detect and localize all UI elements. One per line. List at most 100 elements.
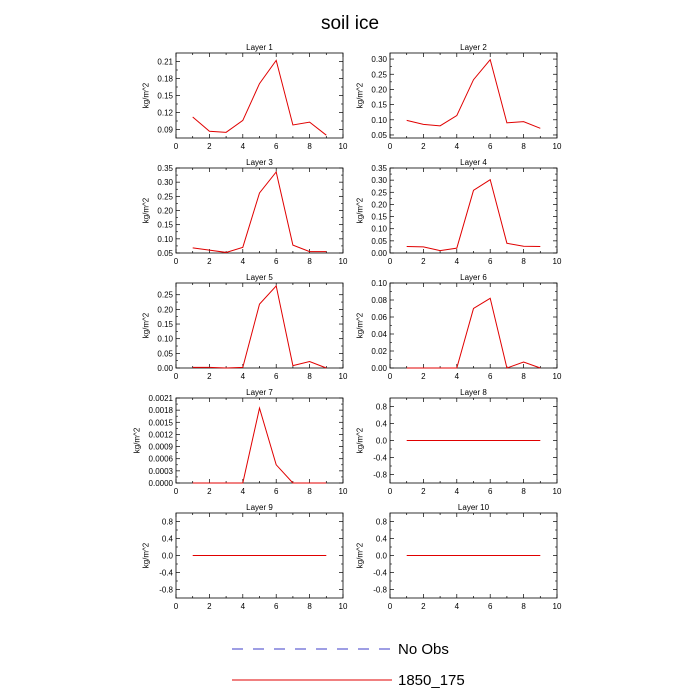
y-tick-label: 0.20 bbox=[157, 207, 173, 216]
y-tick-label: 0.0009 bbox=[149, 443, 174, 452]
x-tick-label: 10 bbox=[339, 602, 348, 611]
x-tick-label: 0 bbox=[388, 257, 393, 266]
plot-frame bbox=[175, 397, 344, 484]
y-tick-label: 0.25 bbox=[371, 188, 387, 197]
x-tick-label: 8 bbox=[521, 142, 526, 151]
y-tick-label: -0.4 bbox=[159, 569, 173, 578]
y-tick-label: 0.15 bbox=[157, 92, 173, 101]
x-tick-label: 8 bbox=[521, 487, 526, 496]
y-axis-label: kg/m^2 bbox=[142, 542, 151, 568]
x-tick-label: 0 bbox=[388, 487, 393, 496]
y-axis-label: kg/m^2 bbox=[142, 312, 151, 338]
series-line-1850-175 bbox=[406, 297, 541, 369]
y-tick-label: -0.8 bbox=[373, 586, 387, 595]
y-tick-label: 0.08 bbox=[371, 296, 387, 305]
panel-title: Layer 1 bbox=[246, 43, 273, 52]
y-tick-label: 0.20 bbox=[157, 305, 173, 314]
x-tick-label: 6 bbox=[274, 142, 279, 151]
y-tick-label: 0.20 bbox=[371, 200, 387, 209]
x-tick-label: 6 bbox=[274, 372, 279, 381]
y-tick-label: -0.4 bbox=[373, 569, 387, 578]
panel-layer-7: Layer 7 0 2 4 6 8 10 0.0000 0.0003 0.0006 0.0009 0.… bbox=[132, 388, 348, 496]
y-axis-label: kg/m^2 bbox=[132, 427, 141, 453]
x-tick-label: 4 bbox=[455, 487, 460, 496]
panel-title: Layer 2 bbox=[460, 43, 487, 52]
x-tick-label: 8 bbox=[521, 257, 526, 266]
y-tick-label: 0.0015 bbox=[149, 418, 174, 427]
x-tick-label: 10 bbox=[553, 372, 562, 381]
y-tick-label: 0.05 bbox=[157, 249, 173, 258]
panel-title: Layer 7 bbox=[246, 388, 273, 397]
y-axis-label: kg/m^2 bbox=[356, 427, 365, 453]
panel-layer-2: Layer 2 0 2 4 6 8 10 0.05 0.10 0.15 0.20 0.25 0.30 kg… bbox=[356, 43, 562, 151]
y-tick-label: 0.18 bbox=[157, 75, 173, 84]
y-tick-label: 0.30 bbox=[157, 178, 173, 187]
x-tick-label: 2 bbox=[421, 372, 426, 381]
x-tick-label: 10 bbox=[339, 257, 348, 266]
y-tick-label: 0.0000 bbox=[149, 479, 174, 488]
y-tick-label: 0.10 bbox=[371, 279, 387, 288]
x-tick-label: 6 bbox=[488, 257, 493, 266]
y-tick-label: 0.00 bbox=[371, 249, 387, 258]
y-tick-label: 0.4 bbox=[162, 535, 174, 544]
panel-title: Layer 8 bbox=[460, 388, 487, 397]
x-tick-label: 0 bbox=[174, 257, 179, 266]
x-tick-label: 0 bbox=[388, 142, 393, 151]
y-tick-label: 0.20 bbox=[371, 85, 387, 94]
y-axis-label: kg/m^2 bbox=[142, 82, 151, 108]
x-tick-label: 2 bbox=[421, 602, 426, 611]
y-axis-label: kg/m^2 bbox=[356, 542, 365, 568]
y-tick-label: 0.10 bbox=[157, 335, 173, 344]
y-tick-label: 0.06 bbox=[371, 313, 387, 322]
panels-group: Layer 10 2 4 6 8 100.090.120.150.180.21kg/m^2… bbox=[132, 43, 562, 611]
y-axis-label: kg/m^2 bbox=[356, 82, 365, 108]
series-line-1850-175 bbox=[192, 170, 327, 253]
series-line-1850-175 bbox=[406, 178, 541, 252]
y-tick-label: 0.15 bbox=[371, 101, 387, 110]
x-tick-label: 6 bbox=[488, 602, 493, 611]
x-tick-label: 8 bbox=[521, 602, 526, 611]
x-tick-label: 6 bbox=[488, 372, 493, 381]
plot-frame bbox=[175, 282, 344, 369]
y-tick-label: 0.30 bbox=[371, 176, 387, 185]
x-tick-label: 4 bbox=[455, 142, 460, 151]
y-tick-label: 0.05 bbox=[157, 349, 173, 358]
y-tick-label: 0.0006 bbox=[149, 455, 174, 464]
x-tick-label: 4 bbox=[241, 257, 246, 266]
x-tick-label: 0 bbox=[174, 602, 179, 611]
x-tick-label: 10 bbox=[553, 142, 562, 151]
panel-title: Layer 4 bbox=[460, 158, 487, 167]
y-axis-label: kg/m^2 bbox=[356, 312, 365, 338]
panel-layer-8: Layer 8 0 2 4 6 8 10 -0.8 -0.4 0.0 0.4 0.8 kg/m^2 bbox=[356, 388, 562, 496]
y-tick-label: 0.35 bbox=[157, 164, 173, 173]
y-tick-label: 0.10 bbox=[371, 116, 387, 125]
y-tick-label: 0.8 bbox=[162, 518, 174, 527]
x-tick-label: 0 bbox=[174, 487, 179, 496]
panel-title: Layer 6 bbox=[460, 273, 487, 282]
y-tick-label: 0.10 bbox=[157, 235, 173, 244]
x-tick-label: 4 bbox=[241, 602, 246, 611]
x-tick-label: 8 bbox=[307, 142, 312, 151]
panel-layer-9: Layer 9 0 2 4 6 8 10 -0.8 -0.4 0.0 0.4 0.8 kg/m^2 bbox=[142, 503, 348, 611]
panel-title: Layer 5 bbox=[246, 273, 273, 282]
x-tick-label: 4 bbox=[241, 372, 246, 381]
x-tick-label: 2 bbox=[421, 257, 426, 266]
panel-title: Layer 10 bbox=[458, 503, 490, 512]
x-tick-label: 6 bbox=[488, 142, 493, 151]
y-axis-label: kg/m^2 bbox=[356, 197, 365, 223]
x-tick-label: 2 bbox=[207, 602, 212, 611]
y-tick-label: 0.4 bbox=[376, 420, 388, 429]
panel-layer-6: Layer 6 0 2 4 6 8 10 0.00 0.02 0.04 0.06 0.08 0.10 kg… bbox=[356, 273, 562, 381]
y-tick-label: 0.05 bbox=[371, 237, 387, 246]
x-tick-label: 10 bbox=[339, 372, 348, 381]
x-tick-label: 2 bbox=[207, 372, 212, 381]
y-tick-label: 0.15 bbox=[157, 221, 173, 230]
x-tick-label: 6 bbox=[274, 487, 279, 496]
y-tick-label: 0.25 bbox=[157, 192, 173, 201]
x-tick-label: 2 bbox=[421, 142, 426, 151]
y-tick-label: 0.02 bbox=[371, 347, 387, 356]
x-tick-label: 2 bbox=[207, 487, 212, 496]
x-tick-label: 0 bbox=[174, 142, 179, 151]
y-tick-label: 0.8 bbox=[376, 403, 388, 412]
